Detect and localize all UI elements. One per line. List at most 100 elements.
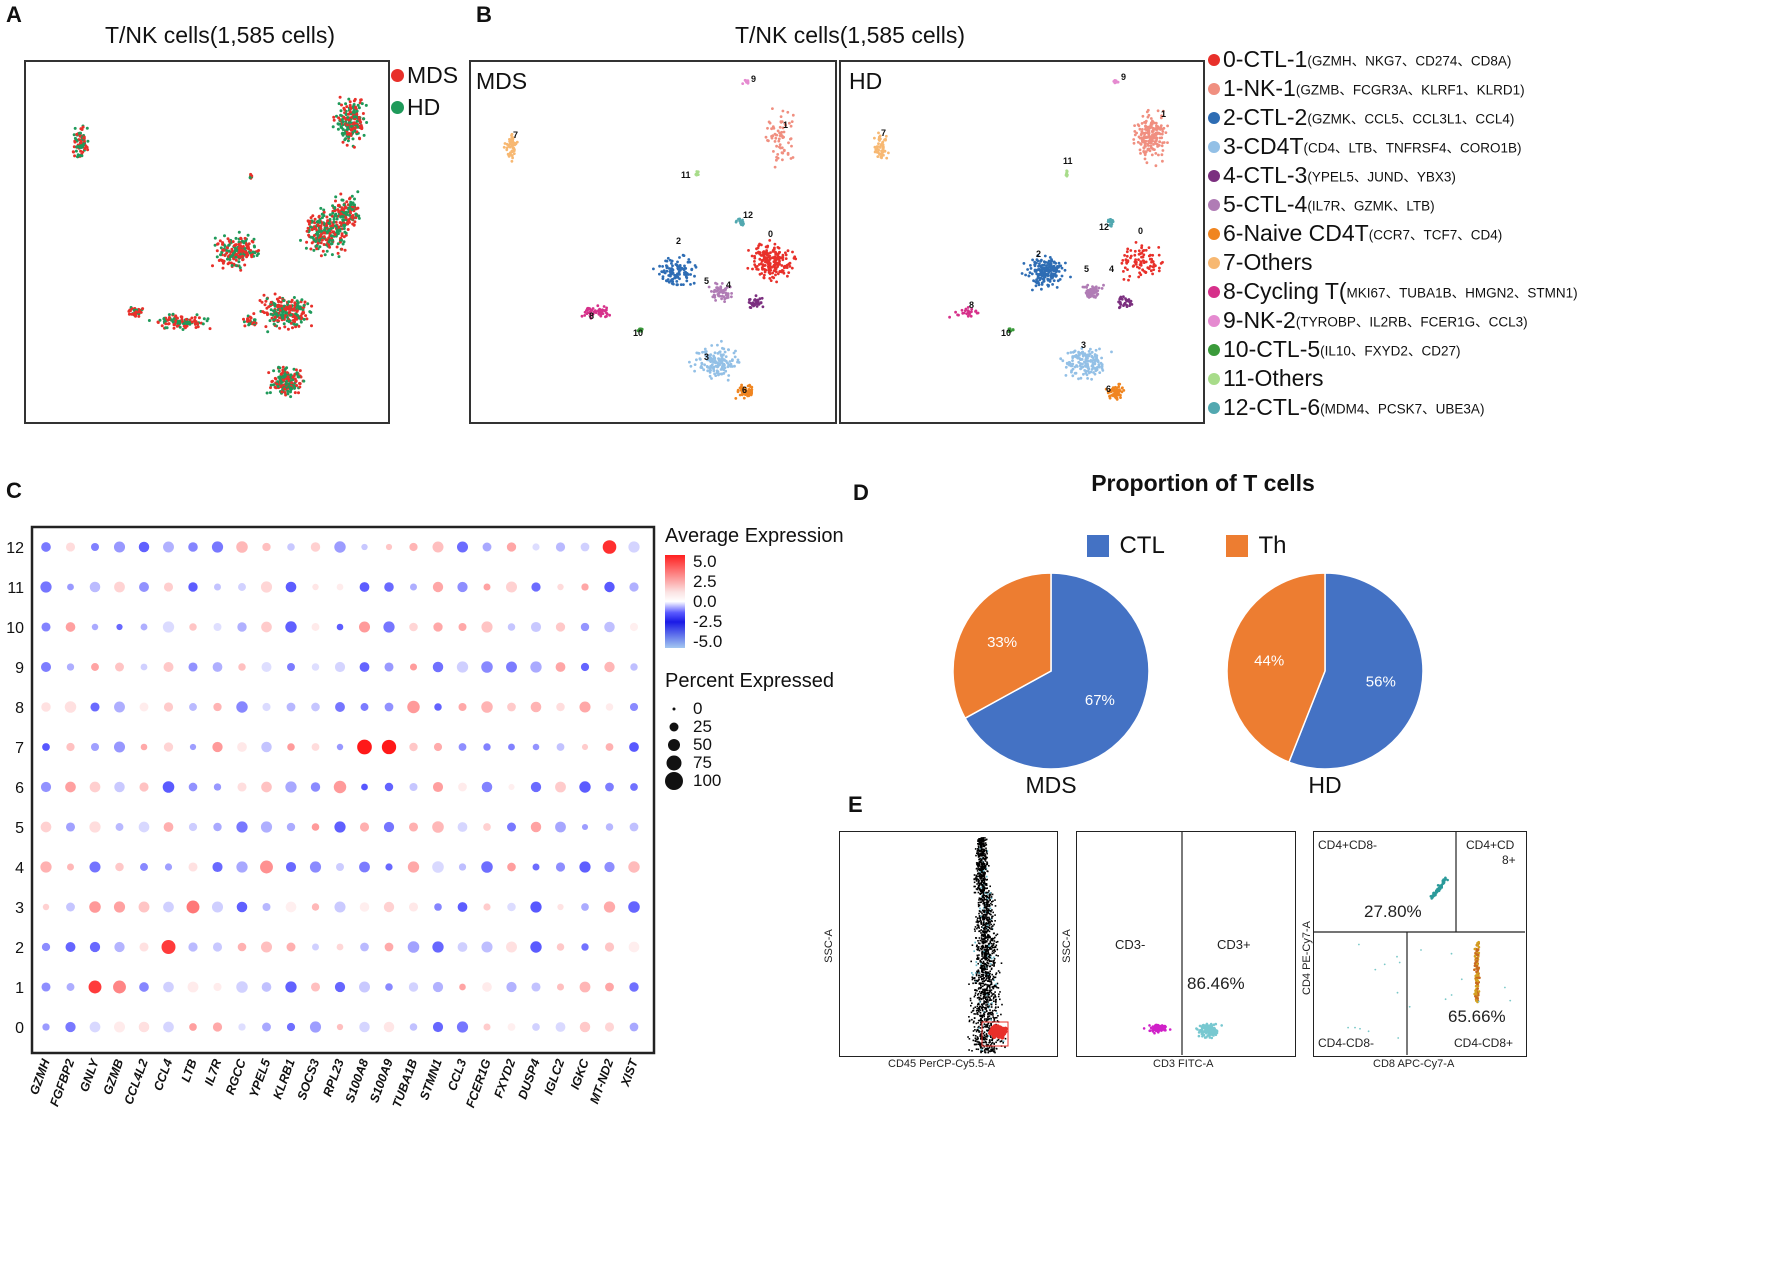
event-point <box>984 1036 986 1038</box>
expression-dot <box>311 663 320 671</box>
cell-point <box>1039 265 1043 269</box>
cell-point <box>234 243 238 247</box>
cluster-tick-label: 3 <box>15 900 24 917</box>
cell-point <box>773 140 777 143</box>
cell-point <box>786 249 790 253</box>
cell-point <box>780 270 784 274</box>
cell-point <box>262 293 266 297</box>
event-point <box>986 878 988 881</box>
cell-point <box>1123 254 1126 257</box>
event-point <box>975 979 978 982</box>
cell-point <box>1111 386 1115 389</box>
cell-point <box>588 314 592 318</box>
cell-point <box>754 294 758 298</box>
cell-point <box>954 310 957 314</box>
cell-point <box>1007 330 1011 333</box>
event-point <box>992 997 995 1000</box>
event-point <box>988 905 990 908</box>
cell-point <box>160 324 164 328</box>
event-point <box>980 911 982 913</box>
event-point <box>991 1041 994 1044</box>
cell-point <box>1147 246 1151 250</box>
cell-point <box>226 257 229 261</box>
cell-point <box>1141 140 1145 144</box>
cell-point <box>242 240 245 244</box>
event-point <box>997 1015 999 1017</box>
cell-point <box>334 195 338 199</box>
cell-point <box>597 312 601 316</box>
expression-dot <box>212 942 223 952</box>
expression-dot <box>360 942 369 952</box>
event-point <box>995 1047 998 1050</box>
event-point <box>997 995 1000 998</box>
cell-point <box>246 233 250 237</box>
cell-point <box>735 219 738 223</box>
cell-point <box>324 238 328 242</box>
cell-point <box>312 234 316 237</box>
event-point <box>983 871 985 873</box>
event-point <box>1000 1013 1002 1016</box>
cell-point <box>782 130 786 134</box>
cell-point <box>1133 260 1137 264</box>
cell-point <box>1142 253 1146 257</box>
event-point <box>982 1014 984 1017</box>
cell-point <box>961 311 965 315</box>
cell-point <box>223 234 226 238</box>
cell-point <box>511 156 514 160</box>
cell-point <box>665 259 669 263</box>
expression-dot <box>260 941 273 953</box>
cell-point <box>1104 387 1108 391</box>
pct-tick: 0 <box>693 699 703 718</box>
event-point <box>982 1003 985 1005</box>
cell-point <box>1036 276 1040 280</box>
cluster-map-label: 6 <box>1106 384 1111 394</box>
event-point <box>979 887 981 890</box>
cell-point <box>779 120 783 124</box>
event-point <box>970 1004 972 1007</box>
expression-dot <box>42 903 50 911</box>
cell-point <box>747 394 751 398</box>
pie-legend-ctl: CTL <box>1087 532 1165 560</box>
cell-point <box>585 312 589 315</box>
expression-dot <box>311 743 320 751</box>
event-point <box>988 991 991 994</box>
cell-point <box>1039 269 1042 273</box>
event-point <box>982 960 985 963</box>
cell-point <box>298 369 302 373</box>
event-point <box>977 972 979 974</box>
cell-point <box>1020 272 1024 275</box>
cell-point <box>281 310 285 314</box>
cell-point <box>73 136 77 140</box>
cell-point <box>1157 269 1161 273</box>
cell-point <box>502 145 506 149</box>
event-point <box>980 963 982 965</box>
cell-point <box>273 315 277 319</box>
event-point <box>995 1001 997 1003</box>
cell-point <box>339 212 343 216</box>
event-point <box>985 928 988 930</box>
cell-point <box>355 112 359 116</box>
cell-point <box>1060 274 1064 278</box>
event-point <box>977 848 979 850</box>
cell-point <box>1162 126 1166 130</box>
cell-point <box>781 258 785 262</box>
cell-point <box>1152 268 1156 271</box>
cell-point <box>286 389 290 393</box>
expression-dot <box>458 743 467 751</box>
expression-dot <box>113 1021 126 1033</box>
cell-point <box>776 153 780 156</box>
cell-point <box>1134 241 1138 244</box>
cell-point <box>275 382 279 386</box>
cell-point <box>763 252 767 256</box>
pie-hd: 56%44% <box>1226 572 1424 770</box>
event-point <box>989 1041 991 1043</box>
expression-dot <box>555 781 566 793</box>
event-point <box>982 946 985 949</box>
cell-point <box>1151 147 1154 151</box>
cell-point <box>297 306 301 310</box>
cell-point <box>174 314 178 318</box>
cluster-map-label: 6 <box>742 385 747 395</box>
cell-point <box>1036 268 1040 272</box>
event-point <box>982 893 985 896</box>
cell-point <box>771 107 774 110</box>
